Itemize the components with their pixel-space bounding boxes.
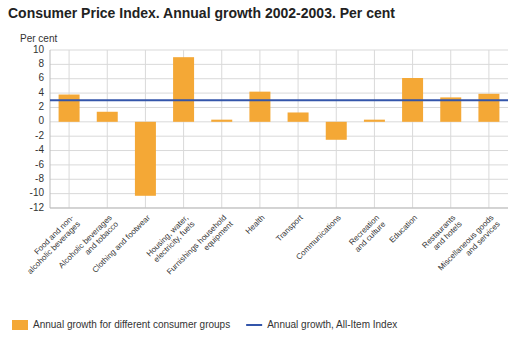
bar: [97, 112, 118, 122]
x-tick-label-line: Furnishings household: [165, 213, 228, 276]
x-tick-label: Communications: [294, 213, 342, 261]
y-tick-label: 2: [38, 101, 44, 112]
y-grid-line: [50, 208, 508, 209]
title: Consumer Price Index. Annual growth 2002…: [8, 5, 395, 21]
x-tick-label-line: equipment: [202, 219, 235, 252]
y-grid-line: [50, 121, 508, 122]
bar: [59, 95, 80, 122]
x-tick-label-line: Communications: [294, 213, 342, 261]
legend-swatch: [12, 320, 28, 330]
y-grid-line: [50, 107, 508, 108]
x-grid-line: [450, 50, 451, 208]
bar: [173, 57, 194, 122]
y-tick-label: -2: [35, 130, 44, 141]
y-tick-label: 0: [38, 115, 44, 126]
y-tick-label: 8: [38, 58, 44, 69]
x-axis-line: [50, 208, 508, 209]
y-tick-label: 4: [38, 87, 44, 98]
y-tick-label: -8: [35, 173, 44, 184]
y-tick-label: -12: [30, 202, 45, 213]
y-grid-line: [50, 93, 508, 94]
x-tick-label: Clothing and footwear: [91, 213, 153, 275]
grid: [50, 50, 508, 208]
x-tick-label-line: Health: [244, 213, 267, 236]
y-tick-label: -10: [30, 187, 45, 198]
y-tick-label: -6: [35, 159, 44, 170]
chart: Consumer Price Index. Annual growth 2002…: [0, 0, 519, 339]
bar: [135, 122, 156, 196]
y-grid-line: [50, 136, 508, 137]
y-grid-line: [50, 78, 508, 79]
x-grid-line: [374, 50, 375, 208]
y-grid-line: [50, 164, 508, 165]
x-tick-label-line: Transport: [274, 213, 305, 244]
y-axis-line: [50, 50, 51, 208]
x-grid-line: [221, 50, 222, 208]
y-tick-label: 10: [33, 44, 45, 55]
y-axis-label: Per cent: [20, 33, 57, 44]
x-grid-line: [298, 50, 299, 208]
legend-label: Annual growth for different consumer gro…: [33, 319, 230, 330]
x-grid-line: [488, 50, 489, 208]
x-tick-label-line: and services: [464, 220, 502, 258]
bar: [249, 92, 270, 122]
legend-label: Annual growth, All-Item Index: [267, 319, 397, 330]
y-grid-line: [50, 179, 508, 180]
y-grid-line: [50, 150, 508, 151]
y-tick-label: 6: [38, 72, 44, 83]
x-tick-label: Transport: [274, 213, 305, 244]
reference-line: [50, 99, 508, 101]
x-tick-label: Furnishings householdequipment: [165, 213, 235, 283]
y-grid-line: [50, 50, 508, 51]
x-tick-label: Recreationand culture: [347, 213, 388, 254]
x-tick-label: Health: [244, 213, 267, 236]
legend-swatch: [246, 324, 262, 326]
y-grid-line: [50, 193, 508, 194]
x-tick-label: Education: [388, 213, 420, 245]
bar: [478, 94, 499, 122]
y-tick-label: -4: [35, 144, 44, 155]
x-tick-label-line: Clothing and footwear: [91, 213, 153, 275]
x-tick-label-line: Education: [388, 213, 420, 245]
x-tick-label-line: and culture: [353, 219, 388, 254]
x-tick-label: Alcoholic beveragesand tobacco: [57, 213, 121, 277]
bar: [326, 122, 347, 140]
x-tick-label-line: Miscellaneous goods: [436, 213, 495, 272]
x-tick-label: Miscellaneous goodsand services: [436, 213, 502, 279]
legend: Annual growth for different consumer gro…: [12, 319, 397, 330]
y-grid-line: [50, 64, 508, 65]
bar: [211, 120, 232, 122]
x-grid-line: [259, 50, 260, 208]
bar: [288, 112, 309, 121]
marks: [50, 57, 508, 196]
x-grid-line: [412, 50, 413, 208]
x-tick-label: Food and non-alcoholic beverages: [19, 213, 82, 276]
bar: [364, 120, 385, 122]
x-grid-line: [107, 50, 108, 208]
x-grid-line: [69, 50, 70, 208]
